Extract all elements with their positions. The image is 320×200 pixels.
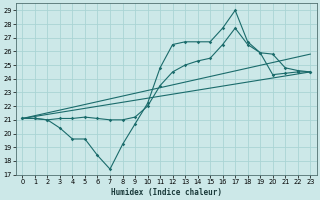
X-axis label: Humidex (Indice chaleur): Humidex (Indice chaleur) [111, 188, 222, 197]
